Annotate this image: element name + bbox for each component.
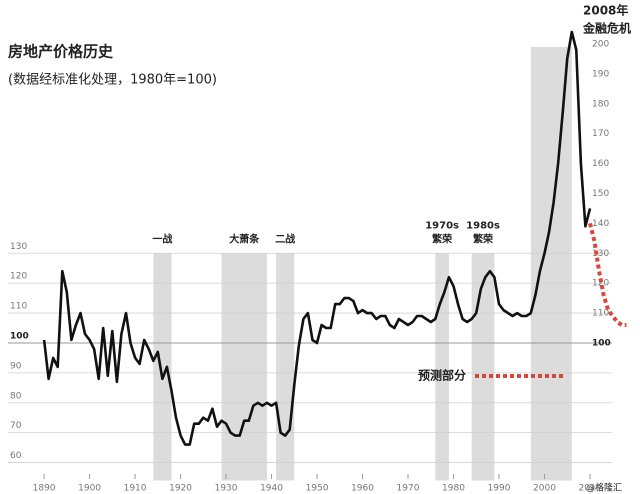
price-line [42, 30, 592, 446]
event-label: 二战 [275, 232, 295, 245]
event-label: 繁荣 [431, 232, 452, 245]
x-tick-label: 1900 [78, 484, 101, 494]
x-tick-label: 1920 [169, 484, 192, 494]
forecast-line [588, 222, 627, 327]
event-band [276, 253, 295, 481]
y-tick-label: 60 [10, 451, 22, 461]
y-tick-label-right: 100 [592, 338, 611, 348]
y-tick-label-right: 140 [592, 219, 609, 229]
y-tick-label-right: 160 [592, 159, 609, 169]
y-tick-label: 100 [10, 331, 29, 341]
event-label: 一战 [152, 232, 172, 245]
y-tick-label-right: 200 [592, 39, 609, 49]
x-tick-label: 1940 [260, 484, 283, 494]
x-tick-label: 1890 [33, 484, 56, 494]
event-band [471, 253, 495, 481]
x-tick-label: 2000 [533, 484, 556, 494]
y-tick-label: 130 [10, 242, 27, 252]
y-tick-label: 110 [10, 302, 27, 312]
x-tick-label: 2010 [579, 484, 602, 494]
event-band [153, 253, 172, 481]
event-bands [153, 46, 572, 481]
y-tick-label-right: 130 [592, 249, 609, 259]
y-tick-label-right: 120 [592, 279, 609, 289]
event-band [221, 253, 267, 481]
y-tick-label: 70 [10, 421, 22, 431]
annotation: 金融危机 [582, 21, 631, 36]
event-label: 大萧条 [229, 232, 260, 245]
legend-label: 预测部分 [418, 368, 466, 383]
event-label: 1970s [425, 220, 459, 231]
y-tick-label-right: 150 [592, 189, 609, 199]
y-tick-label-right: 180 [592, 99, 609, 109]
chart-title: 房地产价格历史 [8, 43, 114, 61]
x-tick-label: 1960 [351, 484, 374, 494]
x-tick-label: 1980 [442, 484, 465, 494]
y-tick-label-right: 110 [592, 309, 609, 319]
chart-subtitle: (数据经标准化处理，1980年=100) [8, 73, 217, 88]
y-tick-label-right: 190 [592, 69, 609, 79]
x-tick-label: 1930 [215, 484, 238, 494]
x-tick-label: 1990 [488, 484, 511, 494]
annotation: 2008年 [583, 3, 628, 18]
x-tick-label: 1950 [306, 484, 329, 494]
event-band [530, 46, 572, 481]
event-label: 繁荣 [472, 232, 493, 245]
y-tick-label: 120 [10, 272, 27, 282]
y-tick-label: 90 [10, 361, 22, 371]
y-tick-label-right: 170 [592, 129, 609, 139]
y-tick-label: 80 [10, 391, 22, 401]
watermark: @格隆汇 [586, 482, 622, 494]
x-tick-label: 1910 [124, 484, 147, 494]
x-tick-label: 1970 [397, 484, 420, 494]
event-label: 1980s [466, 220, 500, 231]
